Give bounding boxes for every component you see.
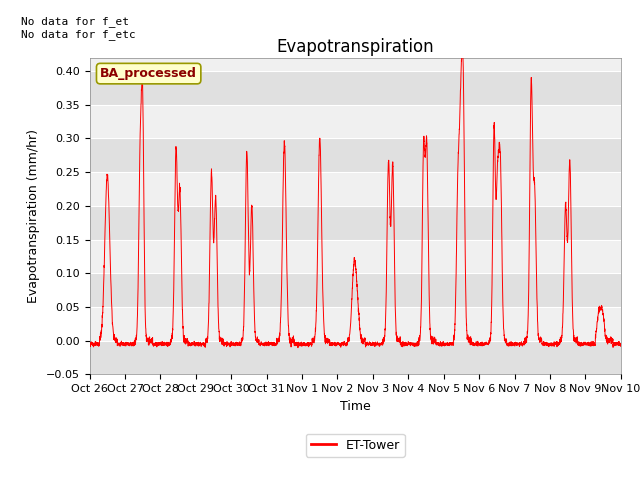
- Bar: [90, 71, 621, 105]
- Bar: [90, 139, 621, 172]
- Y-axis label: Evapotranspiration (mm/hr): Evapotranspiration (mm/hr): [28, 129, 40, 303]
- Bar: [90, 341, 621, 374]
- Text: BA_processed: BA_processed: [100, 67, 197, 80]
- Text: No data for f_et
No data for f_etc: No data for f_et No data for f_etc: [20, 16, 135, 40]
- X-axis label: Time: Time: [340, 400, 371, 413]
- Bar: [90, 273, 621, 307]
- Title: Evapotranspiration: Evapotranspiration: [276, 38, 434, 56]
- Legend: ET-Tower: ET-Tower: [305, 434, 405, 457]
- Bar: [90, 206, 621, 240]
